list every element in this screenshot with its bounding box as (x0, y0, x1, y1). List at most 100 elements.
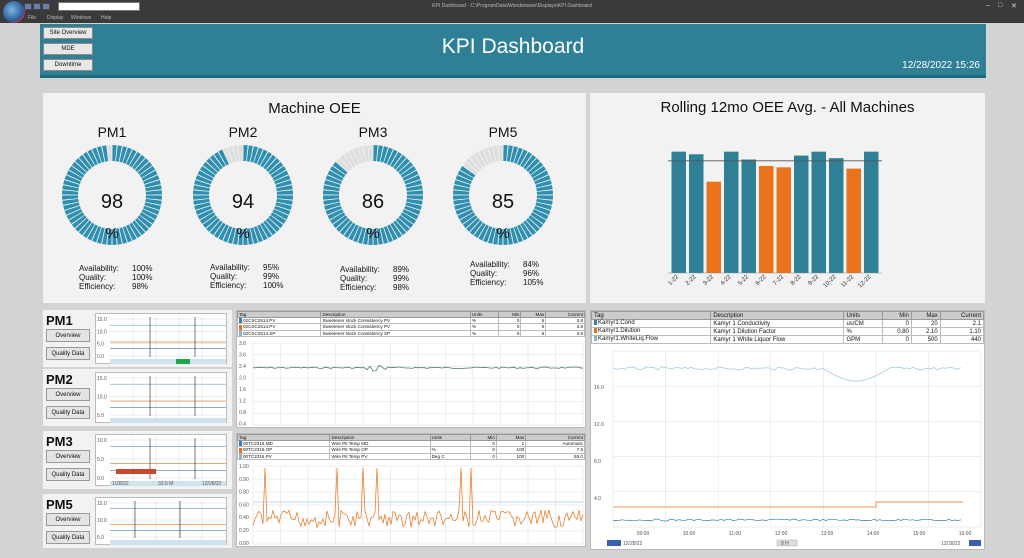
table-row[interactable]: 02CSC2514.SP Sweetener stock Consistency … (236, 329, 585, 337)
time-scrollbar[interactable] (110, 481, 226, 486)
gauge-segment (64, 205, 81, 215)
menu-display[interactable]: Display (47, 15, 64, 21)
chart-title: Rolling 12mo OEE Avg. - All Machines (660, 99, 915, 116)
home-icon[interactable] (42, 3, 50, 10)
app-logo-icon[interactable] (3, 1, 25, 23)
overview-button[interactable]: Overview (46, 388, 90, 401)
column-header: Description (710, 311, 845, 320)
gauge-segment (83, 222, 95, 239)
time-span-box[interactable] (776, 539, 798, 547)
gauge-segment (506, 145, 513, 162)
maximize-icon[interactable]: □ (998, 2, 1003, 9)
gauge-segment (193, 198, 210, 205)
gauge-segment (396, 158, 410, 172)
machine-name: PM3 (46, 434, 73, 449)
gauge-segment (332, 161, 348, 175)
consistency-trend-chart[interactable]: 3.8 3.6 2.4 2.0 1.6 1.2 0.8 0.4 (237, 339, 587, 429)
quality-data-button[interactable]: Quality Data (46, 347, 90, 360)
gauge-segment (398, 215, 414, 229)
gauge-segment (260, 222, 272, 239)
gauge-ring (62, 145, 162, 245)
site-overview-button[interactable]: Site Overview (43, 27, 93, 39)
x-tick-label: 6-22 (755, 274, 768, 287)
gauge-segment (64, 175, 81, 185)
back-icon[interactable] (24, 3, 32, 10)
table-row[interactable]: 00TC2316.PV Wire Pit Temp PV Deg C 0 100 55.0 (236, 452, 585, 460)
gauge-segment (92, 226, 102, 243)
table-row[interactable]: 00TC2316.MD Wire Pit Temp MD 0 1 Automatic (236, 439, 585, 448)
gauge-segment (275, 180, 292, 188)
overview-button[interactable]: Overview (46, 450, 90, 463)
gauge-segment (214, 151, 226, 168)
gauge-segment (368, 145, 373, 162)
current-cell: 3.8 (545, 329, 585, 337)
gauge-segment (87, 149, 98, 166)
close-icon[interactable]: ✕ (1011, 3, 1017, 10)
gauge-segment (206, 218, 220, 232)
gauge-percent-sign: % (236, 225, 250, 242)
quality-data-button[interactable]: Quality Data (46, 531, 90, 544)
gauge-segment (469, 220, 483, 236)
table-row[interactable]: Kamyr1.WhiteLiq.Flow Kamyr 1 White Liquor… (590, 335, 985, 344)
kamyr-trend-chart[interactable]: 16.0 12.0 8.0 4.0 09:00 10:00 11:00 12:00 13:00 1… (591, 347, 986, 551)
gauge-segment (536, 190, 553, 195)
time-scrollbar[interactable] (110, 418, 226, 423)
scroll-forward-button[interactable] (969, 540, 981, 546)
table-row[interactable]: Kamyr1.Dilution Kamyr 1 Dilution Factor% 0… (590, 327, 985, 336)
minimize-icon[interactable]: – (986, 2, 990, 9)
y-tick-label: 10.0 (97, 438, 107, 444)
menu-windows[interactable]: Windows (71, 15, 92, 21)
table-row[interactable]: Kamyr1.Cond Kamyr 1 Conductivity us/CM 0 20 2… (590, 319, 985, 328)
address-field[interactable] (58, 2, 140, 11)
current-cell: 1.10 (939, 327, 985, 336)
mini-trend[interactable]: 15.0 10.0 5.0 (95, 372, 227, 423)
time-scrollbar[interactable] (110, 540, 226, 545)
gauge-segment (457, 170, 474, 181)
gauge-segment (536, 195, 553, 200)
gauge-segment (78, 220, 92, 236)
gauge-segment (517, 149, 528, 166)
menu-bar: File Display Windows Help (0, 14, 1024, 23)
gauge-segment (383, 226, 393, 243)
mini-trend[interactable]: 10.0 5.0 0.0 1/28/22 33.6 M 12/28/22 (95, 434, 227, 487)
rolling-oee-panel: Rolling 12mo OEE Avg. - All Machines 1-2… (590, 93, 985, 303)
mini-trend[interactable]: 15.0 10.0 5.0 0.0 (95, 313, 227, 364)
x-tick-label: 5-22 (737, 274, 750, 287)
downtime-button[interactable]: Downtime (43, 59, 93, 71)
gauge-segment (75, 158, 89, 172)
gauge-segment (195, 205, 212, 215)
gauge-segment (353, 147, 363, 164)
quality-data-button[interactable]: Quality Data (46, 406, 90, 419)
menu-help[interactable]: Help (101, 15, 112, 21)
units-cell: % (469, 329, 500, 337)
time-scrollbar[interactable] (110, 359, 226, 364)
units-cell: % (843, 327, 884, 336)
stat-row-quality: Quality: 99% (210, 272, 283, 281)
quality-data-button[interactable]: Quality Data (46, 468, 90, 481)
stat-label: Quality: (470, 269, 498, 278)
gauge-segment (275, 202, 292, 210)
current-cell: 440 (939, 335, 985, 344)
overview-button[interactable]: Overview (46, 513, 90, 526)
gauge-segment (274, 205, 291, 215)
consistency-tag-table: Tag Description Units Min Max Current 02CSC251… (236, 311, 585, 337)
gauge-percent-sign: % (366, 225, 380, 242)
stat-label: Availability: (340, 265, 380, 274)
gauge-segment (97, 146, 105, 163)
forward-icon[interactable] (33, 3, 41, 10)
time-span: 33.6 M (158, 481, 173, 487)
gauge-segment (453, 198, 470, 205)
bar-4-22 (724, 151, 739, 273)
machine-panel-pm3: PM3 Overview Quality Data 10.0 5.0 0.0 1/28/22… (43, 431, 232, 489)
gauge-segment (327, 209, 344, 220)
gauge-segment (534, 205, 551, 215)
scroll-back-button[interactable] (607, 540, 621, 546)
wirepit-trend-chart[interactable]: 1.00 0.90 0.80 0.60 0.40 0.20 0.00 (237, 462, 587, 548)
mde-button[interactable]: MDE (43, 43, 93, 55)
overview-button[interactable]: Overview (46, 329, 90, 342)
mini-trend[interactable]: 15.0 10.0 5.0 (95, 497, 227, 545)
menu-file[interactable]: File (28, 15, 37, 21)
tag-cell: Kamyr1.WhiteLiq.Flow (590, 335, 712, 344)
gauge-segment (126, 224, 137, 241)
gauge-segment (387, 224, 398, 241)
